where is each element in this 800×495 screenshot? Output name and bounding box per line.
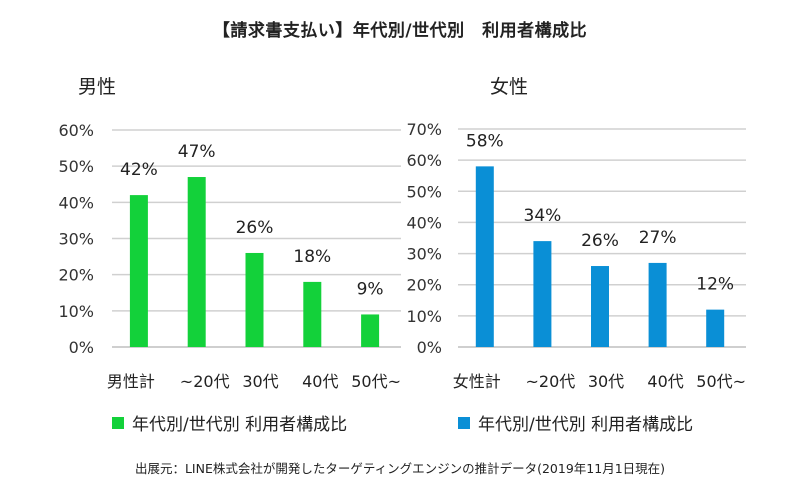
data-label: 58% [466, 131, 504, 151]
y-tick-label: 60% [58, 121, 94, 140]
male-legend: 年代別/世代別 利用者構成比 [112, 410, 347, 435]
y-tick-label: 70% [406, 120, 442, 139]
legend-label: 年代別/世代別 利用者構成比 [478, 415, 694, 435]
y-tick-label: 20% [406, 276, 442, 295]
y-tick-label: 40% [406, 213, 442, 232]
bar [361, 314, 380, 347]
data-label: 26% [236, 218, 274, 238]
y-tick-label: 50% [58, 157, 94, 176]
x-category-label: 50代~ [351, 372, 401, 391]
y-tick-label: 10% [406, 307, 442, 326]
data-label: 12% [696, 275, 734, 295]
data-label: 34% [524, 206, 562, 226]
y-tick-label: 40% [58, 193, 94, 212]
female-legend: 年代別/世代別 利用者構成比 [458, 410, 693, 435]
bar [706, 309, 725, 347]
data-label: 27% [639, 228, 677, 248]
y-tick-label: 0% [417, 338, 442, 357]
x-category-label: 30代 [588, 372, 624, 391]
bar [591, 266, 609, 347]
x-category-label: 40代 [302, 372, 338, 391]
bar [648, 262, 667, 347]
y-tick-label: 0% [69, 338, 94, 357]
y-tick-label: 50% [406, 182, 442, 201]
x-category-label: 女性計 [453, 372, 501, 391]
legend-swatch-green [112, 416, 124, 429]
x-category-label: 男性計 [107, 372, 155, 391]
x-category-label: 30代 [242, 372, 278, 391]
bar [475, 166, 494, 347]
page-title: 【請求書支払い】年代別/世代別 利用者構成比 [212, 21, 588, 41]
data-label: 26% [581, 231, 619, 251]
y-tick-label: 30% [58, 230, 94, 249]
data-label: 47% [178, 142, 216, 162]
female-chart: 0% 10% 20% 30% 40% 50% 60% 70% 58% 女性計 34% ~20代 26% 3… [406, 120, 746, 391]
bar [129, 195, 148, 347]
bar [245, 252, 264, 347]
legend-swatch-blue [458, 416, 470, 429]
data-label: 42% [120, 160, 158, 180]
male-chart: 0% 10% 20% 30% 40% 50% 60% 42% 男性計 47% ~20代 26% 30代 1… [58, 121, 401, 391]
bar [533, 241, 552, 347]
x-category-label: 50代~ [696, 372, 746, 391]
y-tick-label: 10% [58, 302, 94, 321]
data-label: 9% [357, 279, 384, 299]
data-label: 18% [293, 247, 331, 267]
bar [303, 281, 322, 347]
female-chart-title: 女性 [490, 76, 529, 98]
source-note: 出展元：LINE株式会社が開発したターゲティングエンジンの推計データ(2019年… [134, 461, 666, 476]
x-category-label: 40代 [647, 372, 683, 391]
bar [187, 177, 206, 347]
x-category-label: ~20代 [180, 372, 230, 391]
y-tick-label: 20% [58, 266, 94, 285]
y-tick-label: 30% [406, 245, 442, 264]
legend-label: 年代別/世代別 利用者構成比 [132, 415, 348, 435]
x-category-label: ~20代 [526, 372, 576, 391]
male-chart-title: 男性 [78, 76, 117, 98]
y-tick-label: 60% [406, 151, 442, 170]
